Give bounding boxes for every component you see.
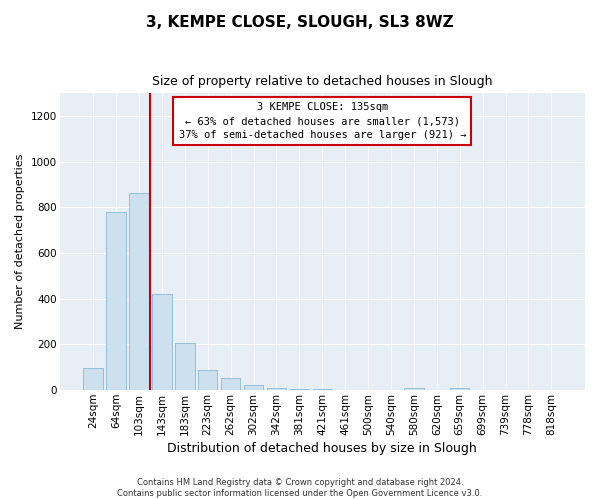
Bar xyxy=(221,378,241,390)
Y-axis label: Number of detached properties: Number of detached properties xyxy=(15,154,25,330)
X-axis label: Distribution of detached houses by size in Slough: Distribution of detached houses by size … xyxy=(167,442,477,455)
Text: 3 KEMPE CLOSE: 135sqm
← 63% of detached houses are smaller (1,573)
37% of semi-d: 3 KEMPE CLOSE: 135sqm ← 63% of detached … xyxy=(179,102,466,140)
Bar xyxy=(152,294,172,390)
Bar xyxy=(290,389,309,390)
Bar xyxy=(129,192,149,390)
Bar xyxy=(175,344,194,390)
Bar xyxy=(404,388,424,390)
Bar xyxy=(267,388,286,390)
Bar xyxy=(450,388,469,390)
Bar xyxy=(106,212,126,390)
Bar xyxy=(198,370,217,390)
Text: Contains HM Land Registry data © Crown copyright and database right 2024.
Contai: Contains HM Land Registry data © Crown c… xyxy=(118,478,482,498)
Bar xyxy=(244,385,263,390)
Title: Size of property relative to detached houses in Slough: Size of property relative to detached ho… xyxy=(152,75,493,88)
Text: 3, KEMPE CLOSE, SLOUGH, SL3 8WZ: 3, KEMPE CLOSE, SLOUGH, SL3 8WZ xyxy=(146,15,454,30)
Bar xyxy=(83,368,103,390)
